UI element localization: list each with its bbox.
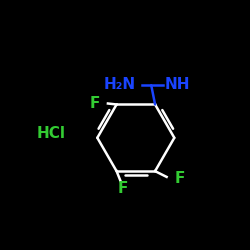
Text: F: F (174, 171, 185, 186)
Text: HCl: HCl (36, 126, 66, 142)
Text: F: F (90, 96, 100, 111)
Text: H₂N: H₂N (104, 77, 136, 92)
Text: NH: NH (165, 77, 190, 92)
Text: F: F (117, 181, 128, 196)
